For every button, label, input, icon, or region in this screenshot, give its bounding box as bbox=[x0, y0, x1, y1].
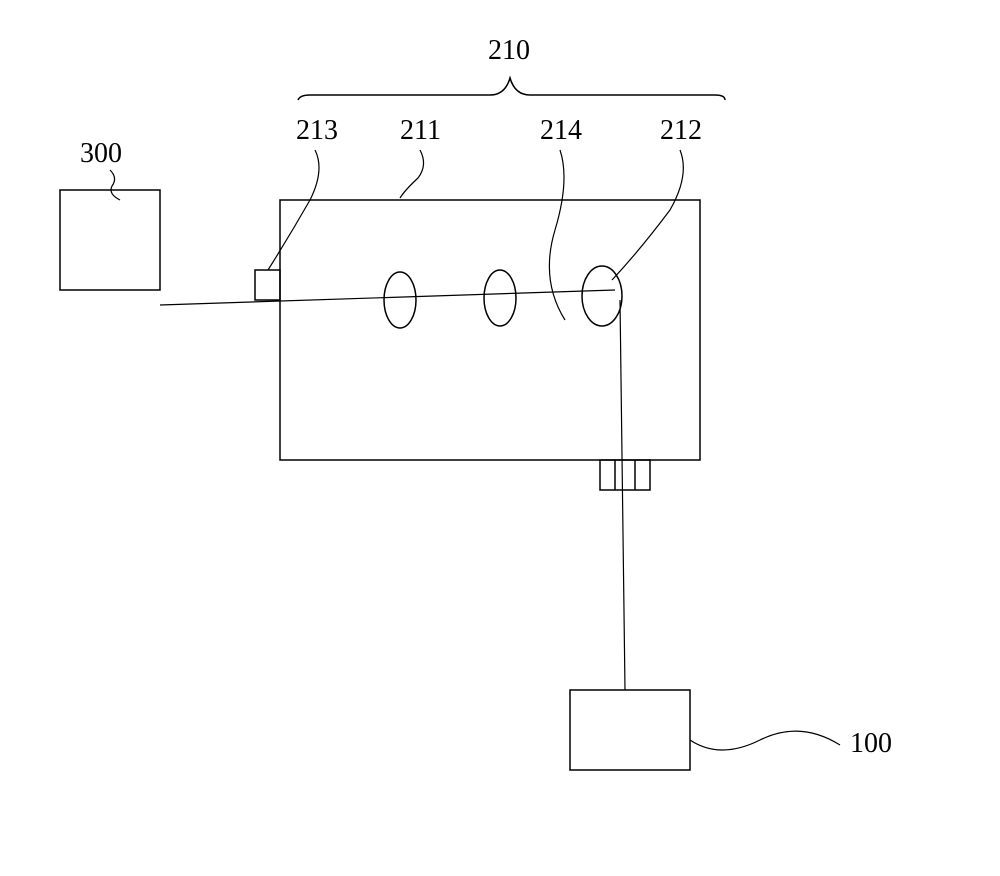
vertical-beam bbox=[620, 300, 625, 690]
leader-212 bbox=[612, 150, 683, 280]
optical-axis bbox=[160, 290, 615, 305]
box-300 bbox=[60, 190, 160, 290]
lens-2 bbox=[484, 270, 516, 326]
label-211: 211 bbox=[400, 115, 441, 147]
box-100 bbox=[570, 690, 690, 770]
label-300: 300 bbox=[80, 138, 122, 170]
lens-1 bbox=[384, 272, 416, 328]
label-212: 212 bbox=[660, 115, 702, 147]
label-214: 214 bbox=[540, 115, 582, 147]
left-port bbox=[255, 270, 280, 300]
leader-211 bbox=[400, 150, 424, 198]
label-213: 213 bbox=[296, 115, 338, 147]
bottom-port bbox=[600, 460, 650, 490]
top-brace bbox=[298, 78, 725, 100]
leader-214 bbox=[549, 150, 565, 320]
main-box bbox=[280, 200, 700, 460]
label-210: 210 bbox=[488, 35, 530, 67]
leader-213 bbox=[268, 150, 319, 270]
label-100: 100 bbox=[850, 728, 892, 760]
leader-300 bbox=[110, 170, 120, 200]
leader-100 bbox=[690, 731, 840, 750]
